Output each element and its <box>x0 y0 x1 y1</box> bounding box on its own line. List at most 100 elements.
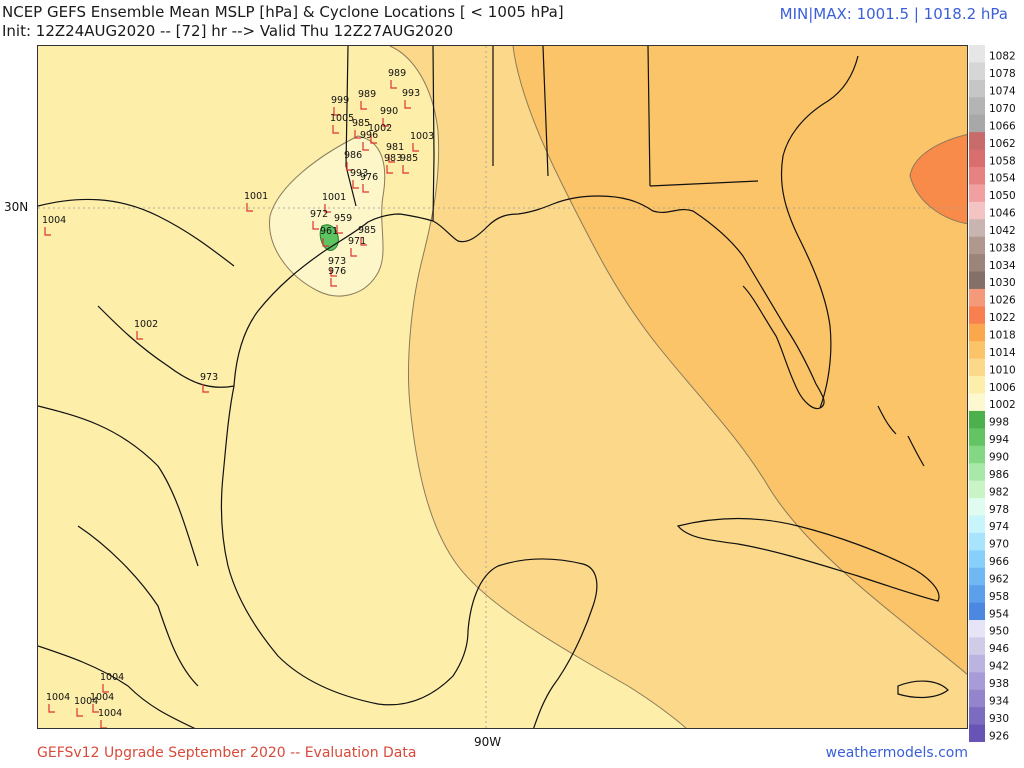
cyclone-location-marker <box>44 227 51 236</box>
cyclone-pressure-label: 1005 <box>330 113 354 124</box>
latitude-label: 30N <box>4 200 29 214</box>
colorbar-label: 994 <box>989 434 1009 446</box>
colorbar-label: 1058 <box>989 155 1016 167</box>
cyclone-location-marker <box>346 162 353 171</box>
colorbar-swatch <box>969 45 985 63</box>
cyclone-pressure-label: 985 <box>400 153 418 164</box>
colorbar-label: 970 <box>989 539 1009 551</box>
colorbar-swatch <box>969 498 985 516</box>
colorbar-label: 978 <box>989 504 1009 516</box>
cyclone-location-marker <box>330 268 337 277</box>
colorbar-label: 1074 <box>989 86 1016 98</box>
colorbar-swatch <box>969 428 985 447</box>
colorbar-label: 1038 <box>989 242 1016 254</box>
cyclone-location-marker <box>330 278 337 287</box>
cyclone-location-marker <box>324 204 331 213</box>
colorbar-label: 986 <box>989 469 1009 481</box>
colorbar-label: 998 <box>989 417 1009 429</box>
cyclone-pressure-label: 985 <box>352 118 370 129</box>
cyclone-location-marker <box>246 203 253 212</box>
colorbar-swatch <box>969 184 985 203</box>
colorbar-label: 974 <box>989 521 1009 533</box>
colorbar-swatch <box>969 132 985 151</box>
colorbar-label: 966 <box>989 556 1009 568</box>
colorbar-label: 1046 <box>989 208 1016 220</box>
colorbar-label: 1026 <box>989 295 1016 307</box>
colorbar-label: 942 <box>989 661 1009 673</box>
cyclone-pressure-label: 1004 <box>74 696 98 707</box>
cyclone-location-marker <box>102 684 109 693</box>
colorbar-swatch <box>969 585 985 604</box>
colorbar-swatch <box>969 620 985 638</box>
colorbar-label: 1034 <box>989 260 1016 272</box>
colorbar-label: 1054 <box>989 173 1016 185</box>
colorbar-swatch <box>969 358 985 377</box>
cyclone-location-marker <box>360 101 367 110</box>
colorbar-swatch <box>969 515 985 534</box>
colorbar-swatch <box>969 672 985 691</box>
isobar-1010 <box>389 46 687 728</box>
cyclone-pressure-label: 989 <box>388 68 406 79</box>
longitude-label: 90W <box>474 735 502 749</box>
site-link[interactable]: weathermodels.com <box>825 745 968 761</box>
colorbar-swatch <box>969 97 985 116</box>
pressure-shade-1014 <box>513 46 967 675</box>
colorbar-label: 962 <box>989 573 1009 585</box>
cyclone-location-marker <box>352 180 359 189</box>
cyclone-pressure-label: 1004 <box>100 672 124 683</box>
colorbar-swatch <box>969 341 985 360</box>
cyclone-pressure-label: 999 <box>331 95 349 106</box>
colorbar-swatch <box>969 445 985 464</box>
cyclone-pressure-label: 972 <box>310 209 328 220</box>
cyclone-location-marker <box>48 704 55 713</box>
colorbar-swatch <box>969 323 985 342</box>
cyclone-pressure-label: 971 <box>348 236 366 247</box>
cyclone-pressure-label: 993 <box>402 88 420 99</box>
colorbar-swatch <box>969 149 985 168</box>
cyclone-pressure-label: 986 <box>344 150 362 161</box>
isobar-1014 <box>512 46 967 675</box>
colorbar-label: 938 <box>989 678 1009 690</box>
cyclone-pressure-label: 985 <box>358 225 376 236</box>
cyclone-location-marker <box>92 704 99 713</box>
colorbar-label: 1022 <box>989 312 1016 324</box>
cyclone-pressure-label: 1003 <box>410 131 434 142</box>
colorbar-label: 1018 <box>989 330 1016 342</box>
cyclone-location-marker <box>354 130 361 139</box>
colorbar-swatch <box>969 114 985 133</box>
cyclone-location-marker <box>412 143 419 152</box>
low-pressure-center <box>319 224 339 251</box>
coastlines <box>38 46 949 728</box>
cyclone-pressure-label: 976 <box>328 266 346 277</box>
cyclone-pressure-label: 959 <box>334 213 352 224</box>
footer-note: GEFSv12 Upgrade September 2020 -- Evalua… <box>37 745 417 761</box>
cyclone-pressure-label: 973 <box>200 372 218 383</box>
cyclone-pressure-label: 1004 <box>42 215 66 226</box>
colorbar-swatch <box>969 271 985 290</box>
isobar-1006 <box>269 135 386 297</box>
cyclone-pressure-label: 983 <box>384 153 402 164</box>
colorbar-label: 950 <box>989 626 1009 638</box>
colorbar-label: 1042 <box>989 225 1016 237</box>
cyclone-pressure-label: 1002 <box>368 123 392 134</box>
colorbar-label: 1082 <box>989 51 1016 63</box>
colorbar-label: 1002 <box>989 399 1016 411</box>
cyclone-location-marker <box>362 142 369 151</box>
colorbar-swatch <box>969 376 985 394</box>
colorbar-swatch <box>969 393 985 412</box>
cyclone-pressure-label: 973 <box>328 256 346 267</box>
cyclone-pressure-label: 1004 <box>90 692 114 703</box>
cyclone-pressure-label: 990 <box>380 106 398 117</box>
cyclone-location-marker <box>388 154 395 163</box>
colorbar-swatch <box>969 602 985 621</box>
colorbar-label: 934 <box>989 695 1009 707</box>
colorbar-canvas: 1082 1078 1074 1070 1066 1062 1058 1054 1050 1046… <box>969 45 1016 743</box>
cyclone-location-marker <box>333 107 340 116</box>
mslp-map[interactable]: 989 999 989 993 990 1005 985 1002 1003 996 981 986 9… <box>37 45 968 729</box>
colorbar-label: 958 <box>989 591 1009 603</box>
colorbar-swatch <box>969 654 985 673</box>
cyclone-location-marker <box>322 238 329 247</box>
colorbar-swatch <box>969 219 985 238</box>
colorbar-swatch <box>969 637 985 656</box>
colorbar-label: 1070 <box>989 103 1016 115</box>
